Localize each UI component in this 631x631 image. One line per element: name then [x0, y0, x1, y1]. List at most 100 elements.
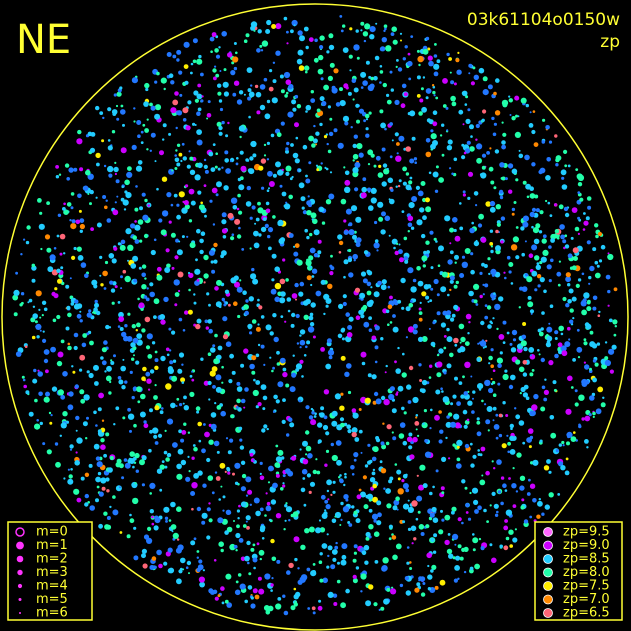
star	[179, 567, 183, 571]
star	[417, 434, 420, 437]
star	[526, 492, 531, 496]
star	[119, 86, 123, 90]
star	[229, 438, 234, 443]
star	[127, 259, 129, 262]
star	[202, 483, 207, 488]
star	[386, 93, 390, 97]
star	[508, 262, 514, 267]
star	[253, 230, 259, 237]
star	[505, 536, 510, 541]
star	[260, 525, 266, 531]
star	[208, 439, 214, 445]
star	[514, 407, 517, 410]
star	[430, 266, 434, 270]
star	[491, 557, 497, 564]
star	[299, 329, 306, 335]
star	[541, 238, 547, 244]
star	[338, 303, 344, 309]
star	[492, 317, 495, 320]
star	[272, 79, 277, 84]
star	[197, 190, 202, 195]
star	[464, 341, 470, 346]
star	[239, 150, 244, 155]
star	[340, 559, 347, 566]
star	[337, 333, 343, 339]
star	[565, 457, 569, 461]
star	[247, 585, 253, 590]
star	[499, 351, 503, 355]
star	[481, 399, 484, 403]
star	[190, 62, 194, 66]
star	[522, 215, 530, 222]
star	[469, 566, 474, 571]
star	[209, 36, 215, 42]
star	[263, 363, 266, 366]
star	[280, 121, 285, 126]
star	[368, 584, 374, 590]
star	[248, 115, 251, 119]
star	[249, 331, 253, 335]
star	[110, 255, 113, 258]
star	[249, 363, 255, 370]
star	[274, 462, 281, 468]
star	[84, 273, 89, 279]
star	[173, 279, 180, 286]
star	[331, 410, 338, 417]
star	[250, 84, 253, 87]
star	[546, 157, 551, 162]
star	[391, 408, 397, 414]
star	[589, 395, 595, 401]
star	[267, 605, 274, 612]
star	[99, 255, 103, 259]
star	[150, 249, 156, 256]
star	[476, 357, 482, 362]
star	[88, 372, 94, 379]
star	[56, 360, 63, 367]
star	[323, 84, 329, 91]
star	[160, 319, 166, 325]
star	[257, 402, 262, 407]
star	[98, 523, 103, 529]
star	[85, 437, 88, 440]
star	[505, 509, 513, 516]
star	[510, 347, 517, 353]
star	[235, 162, 239, 166]
star	[420, 87, 424, 91]
star	[180, 459, 187, 466]
star	[266, 99, 271, 104]
star	[291, 312, 296, 318]
star	[271, 278, 275, 282]
star	[454, 254, 459, 260]
star	[281, 191, 287, 197]
star	[60, 339, 65, 344]
star	[343, 230, 349, 235]
star	[163, 506, 170, 513]
star	[479, 271, 483, 275]
star	[366, 281, 372, 287]
star	[433, 63, 440, 70]
star	[237, 517, 240, 520]
star	[501, 140, 506, 145]
star	[381, 565, 388, 572]
star	[174, 91, 179, 96]
star	[373, 291, 380, 298]
star	[467, 517, 472, 521]
star	[236, 286, 243, 293]
star	[318, 54, 324, 61]
star	[156, 71, 160, 76]
star	[215, 374, 222, 381]
star	[257, 298, 260, 302]
star	[561, 176, 565, 180]
star	[294, 600, 297, 604]
star	[319, 35, 325, 41]
star	[521, 252, 525, 257]
star	[344, 371, 350, 377]
star	[343, 494, 349, 500]
star	[439, 134, 443, 137]
star	[531, 207, 537, 212]
star	[288, 519, 291, 522]
star	[280, 89, 285, 94]
star	[260, 384, 267, 390]
star	[167, 568, 173, 574]
star	[274, 282, 282, 290]
